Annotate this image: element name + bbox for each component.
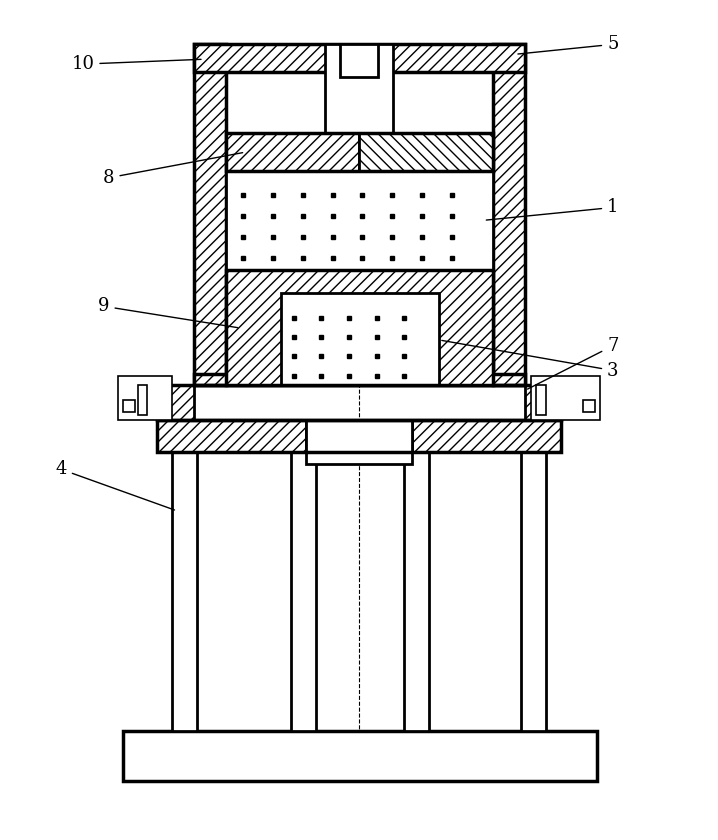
Text: 8: 8 (103, 153, 243, 186)
Bar (194, 45, 225, 386)
Bar (225, 171, 493, 270)
Bar (194, 45, 525, 72)
Bar (194, 374, 525, 386)
Bar (157, 420, 561, 452)
Bar (157, 420, 306, 452)
Bar (525, 386, 561, 420)
Bar (306, 420, 412, 452)
Bar (225, 270, 493, 386)
Bar (536, 386, 546, 415)
Bar (225, 134, 359, 171)
Text: 5: 5 (518, 35, 618, 54)
Text: 4: 4 (55, 460, 174, 510)
Text: 9: 9 (98, 297, 238, 328)
Bar (521, 452, 546, 732)
Bar (118, 375, 172, 420)
Bar (225, 270, 493, 386)
Bar (281, 293, 439, 386)
Text: 10: 10 (71, 55, 201, 73)
Bar (359, 134, 493, 171)
Bar (157, 386, 194, 420)
Text: 7: 7 (528, 337, 618, 389)
Bar (123, 400, 135, 412)
Bar (225, 134, 493, 171)
Bar (412, 420, 561, 452)
Bar (306, 420, 412, 465)
Bar (157, 386, 561, 420)
Text: 3: 3 (442, 340, 619, 380)
Bar (531, 375, 600, 420)
Bar (172, 452, 197, 732)
Text: 1: 1 (486, 198, 619, 220)
Bar (583, 400, 595, 412)
Bar (123, 732, 597, 780)
Bar (291, 452, 315, 732)
Bar (493, 45, 525, 386)
Bar (340, 45, 378, 77)
Bar (138, 386, 147, 415)
Bar (325, 45, 393, 134)
Bar (404, 452, 429, 732)
